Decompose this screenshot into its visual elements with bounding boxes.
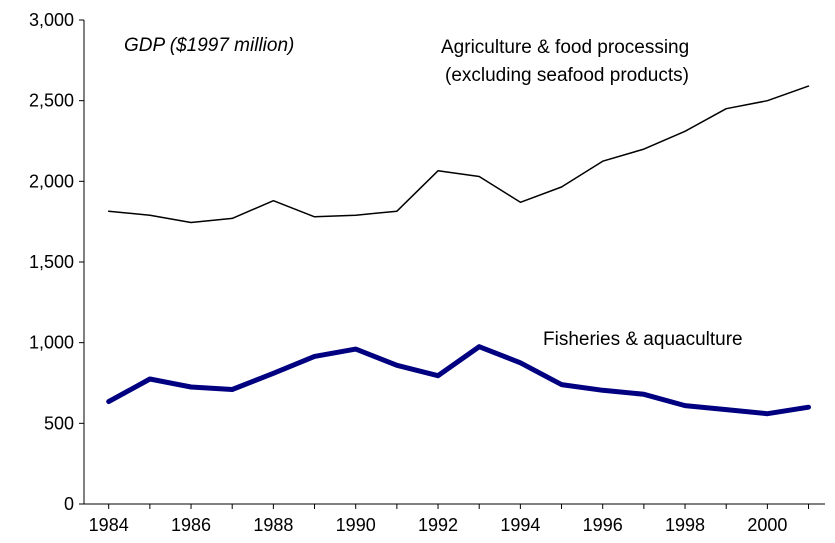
units-annotation: GDP ($1997 million) — [124, 35, 294, 56]
x-tick-label: 1988 — [253, 515, 293, 535]
x-tick-label: 1998 — [665, 515, 705, 535]
agri-label-line2: (excluding seafood products) — [445, 65, 689, 86]
series-lines — [106, 85, 811, 417]
y-tick-label: 2,500 — [29, 91, 74, 111]
x-tick-label: 2000 — [747, 515, 787, 535]
series-line-agri — [107, 85, 810, 224]
y-tick-label: 1,000 — [29, 333, 74, 353]
y-tick-label: 0 — [64, 494, 74, 514]
y-tick-label: 3,000 — [29, 10, 74, 30]
y-tick-label: 500 — [44, 413, 74, 433]
fisheries-label: Fisheries & aquaculture — [543, 329, 743, 350]
series-line-fish — [106, 344, 811, 417]
x-tick-label: 1990 — [336, 515, 376, 535]
y-tick-label: 2,000 — [29, 171, 74, 191]
tick-labels: 0 500 1,000 1,500 2,000 2,500 3,000 1984 1986 198… — [29, 10, 787, 535]
axes — [79, 19, 825, 509]
x-tick-label: 1984 — [89, 515, 129, 535]
x-tick-label: 1994 — [500, 515, 540, 535]
agri-label-line1: Agriculture & food processing — [441, 37, 689, 58]
x-tick-label: 1992 — [418, 515, 458, 535]
y-tick-label: 1,500 — [29, 252, 74, 272]
x-tick-label: 1986 — [171, 515, 211, 535]
x-tick-label: 1996 — [583, 515, 623, 535]
